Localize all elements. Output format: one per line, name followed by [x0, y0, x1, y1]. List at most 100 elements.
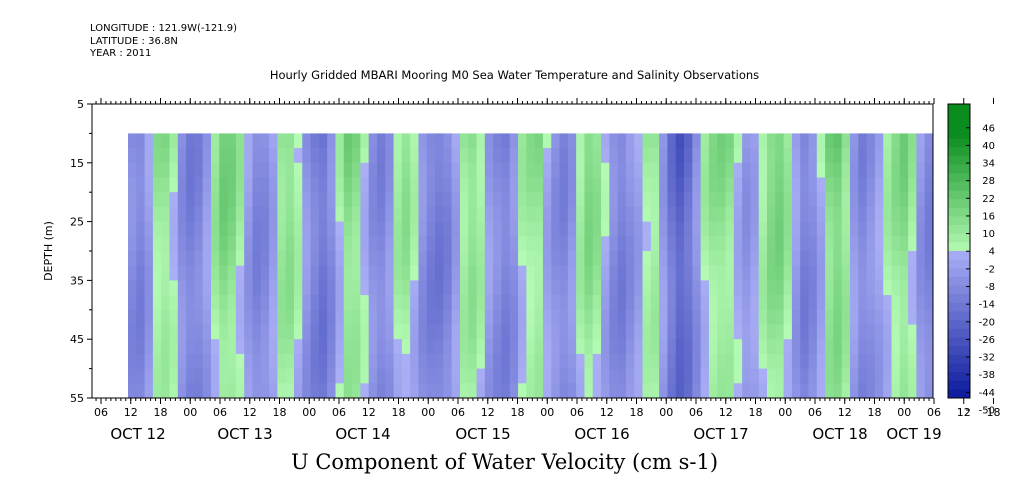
- heatmap-cell: [518, 162, 527, 179]
- heatmap-cell: [310, 353, 320, 370]
- heatmap-cell: [210, 148, 220, 164]
- heatmap-cell: [576, 265, 586, 281]
- heatmap-cell: [194, 177, 204, 193]
- heatmap-cell: [924, 309, 933, 326]
- heatmap-cell: [219, 339, 229, 355]
- heatmap-cell: [874, 192, 884, 208]
- heatmap-cell: [908, 383, 917, 398]
- heatmap-cell: [385, 133, 395, 149]
- colorbar-segment: [948, 242, 970, 252]
- heatmap-cell: [352, 339, 361, 355]
- heatmap-cell: [916, 133, 926, 149]
- heatmap-cell: [161, 265, 171, 281]
- heatmap-cell: [634, 383, 644, 398]
- heatmap-cell: [269, 324, 278, 340]
- heatmap-cell: [584, 339, 594, 355]
- y-tick-label: 15: [70, 157, 84, 170]
- heatmap-cell: [186, 383, 195, 398]
- heatmap-cell: [360, 339, 370, 355]
- heatmap-cell: [808, 251, 818, 267]
- heatmap-cell: [825, 295, 835, 311]
- heatmap-cell: [708, 162, 718, 179]
- heatmap-cell: [767, 148, 776, 164]
- heatmap-cell: [808, 339, 818, 355]
- heatmap-cell: [775, 251, 785, 267]
- heatmap-cell: [435, 383, 444, 398]
- heatmap-cell: [186, 353, 195, 370]
- heatmap-cell: [609, 339, 619, 355]
- heatmap-cell: [642, 162, 652, 179]
- heatmap-cell: [667, 206, 677, 223]
- heatmap-cell: [468, 368, 478, 384]
- heatmap-cell: [924, 148, 933, 164]
- heatmap-cell: [335, 133, 345, 149]
- colorbar-segment: [948, 372, 970, 382]
- heatmap-cell: [551, 148, 561, 164]
- heatmap-cell: [742, 265, 752, 281]
- heatmap-cell: [858, 280, 868, 296]
- heatmap-cell: [816, 368, 826, 384]
- heatmap-cell: [717, 339, 727, 355]
- heatmap-cell: [385, 177, 395, 193]
- heatmap-cell: [775, 368, 785, 384]
- heatmap-cell: [883, 265, 893, 281]
- heatmap-cell: [152, 236, 162, 252]
- heatmap-cell: [567, 206, 577, 223]
- heatmap-cell: [128, 251, 137, 267]
- heatmap-cell: [858, 309, 868, 326]
- heatmap-cell: [667, 295, 677, 311]
- heatmap-cell: [833, 177, 843, 193]
- heatmap-cell: [567, 265, 577, 281]
- heatmap-cell: [874, 368, 884, 384]
- colorbar-segment: [948, 311, 970, 321]
- heatmap-cell: [742, 324, 752, 340]
- colorbar-segment: [948, 294, 970, 304]
- heatmap-cell: [501, 236, 511, 252]
- heatmap-cell: [841, 353, 851, 370]
- heatmap-cell: [750, 353, 760, 370]
- heatmap-cell: [219, 353, 229, 370]
- heatmap-cell: [609, 353, 619, 370]
- heatmap-cell: [526, 148, 536, 164]
- heatmap-cell: [733, 353, 743, 370]
- heatmap-cell: [601, 206, 610, 223]
- heatmap-cell: [559, 251, 569, 267]
- heatmap-cell: [426, 236, 436, 252]
- heatmap-cell: [410, 177, 420, 193]
- heatmap-cell: [899, 265, 909, 281]
- heatmap-cell: [169, 162, 179, 179]
- heatmap-cell: [758, 280, 768, 296]
- heatmap-cell: [725, 265, 735, 281]
- heatmap-cell: [302, 280, 312, 296]
- heatmap-cell: [916, 309, 926, 326]
- heatmap-cell: [576, 206, 586, 223]
- heatmap-cell: [841, 148, 851, 164]
- heatmap-cell: [219, 162, 229, 179]
- heatmap-cell: [816, 236, 826, 252]
- colorbar-segment: [948, 328, 970, 338]
- heatmap-cell: [368, 192, 378, 208]
- heatmap-cell: [559, 353, 569, 370]
- heatmap-cell: [451, 162, 461, 179]
- heatmap-cell: [899, 177, 909, 193]
- heatmap-cell: [476, 221, 486, 237]
- heatmap-cell: [667, 353, 677, 370]
- heatmap-cell: [883, 206, 893, 223]
- heatmap-cell: [667, 368, 677, 384]
- heatmap-cell: [235, 148, 245, 164]
- heatmap-cell: [825, 148, 835, 164]
- heatmap-cell: [435, 368, 444, 384]
- heatmap-cell: [584, 280, 594, 296]
- heatmap-cell: [410, 236, 420, 252]
- x-date-label: OCT 15: [455, 425, 510, 443]
- heatmap-cell: [816, 133, 826, 149]
- heatmap-cell: [659, 133, 669, 149]
- heatmap-cell: [725, 295, 735, 311]
- heatmap-cell: [576, 324, 586, 340]
- heatmap-cell: [177, 383, 187, 398]
- heatmap-cell: [327, 339, 337, 355]
- heatmap-cell: [850, 251, 859, 267]
- heatmap-cell: [733, 133, 743, 149]
- heatmap-cell: [758, 309, 768, 326]
- heatmap-cell: [767, 368, 776, 384]
